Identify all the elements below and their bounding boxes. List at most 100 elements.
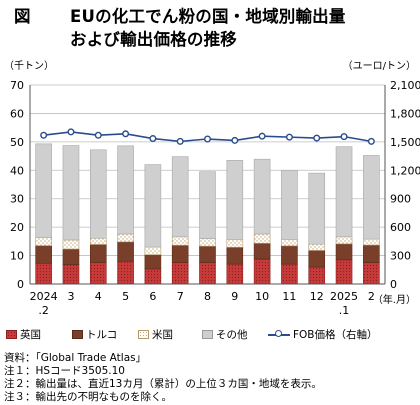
- legend-label-fob: FOB価格（右軸）: [293, 329, 378, 341]
- bar-segment-uk: [335, 259, 353, 285]
- bar-segment-other: [199, 171, 216, 239]
- bar-segment-us: [199, 238, 216, 247]
- legend-swatch-uk: [6, 330, 17, 339]
- bar-segment-other: [363, 155, 380, 240]
- bar-segment-other: [62, 145, 80, 241]
- y2-tick-label: 0: [390, 278, 397, 291]
- bar-segment-us: [62, 239, 80, 250]
- bar-segment-other: [253, 158, 271, 235]
- y-tick-label: 60: [10, 107, 24, 120]
- x-tick-label: 10: [255, 290, 269, 303]
- bar-segment-us: [144, 246, 162, 256]
- bar-segment-other: [117, 145, 134, 235]
- legend-item-other: その他: [202, 327, 248, 342]
- x-tick-label: 7: [177, 290, 184, 303]
- bar-segment-us: [253, 233, 271, 244]
- y2-tick-label: 300: [390, 250, 411, 263]
- x-tick-label: 2025.1: [330, 290, 358, 317]
- y2-tick-label: 1,800: [390, 107, 420, 120]
- bar-segment-uk: [62, 264, 80, 285]
- legend-item-turkey: トルコ: [72, 327, 117, 342]
- y-tick-label: 0: [17, 278, 24, 291]
- legend-label-us: 米国: [152, 329, 173, 341]
- y2-tick-label: 600: [390, 221, 411, 234]
- y-tick-label: 10: [10, 250, 24, 263]
- bar-segment-other: [89, 149, 107, 239]
- bar-segment-uk: [226, 263, 244, 285]
- bar-segment-us: [335, 236, 353, 245]
- bar-segment-turkey: [62, 248, 80, 265]
- x-tick-label: 12: [310, 290, 324, 303]
- bar-segment-us: [308, 243, 326, 251]
- x-tick-label: 2024.2: [30, 290, 58, 317]
- bar-segment-us: [117, 233, 134, 243]
- legend-swatch-other: [202, 330, 213, 339]
- bar-segment-us: [35, 237, 52, 246]
- y-tick-label: 70: [10, 79, 24, 92]
- bar-segment-other: [335, 146, 353, 238]
- bar-segment-other: [226, 160, 244, 240]
- legend-item-fob: FOB価格（右軸）: [268, 327, 378, 342]
- note-1: 注１：HSコード3505.10: [4, 365, 125, 377]
- fob-price-point: [231, 136, 239, 144]
- y-tick-label: 50: [10, 136, 24, 149]
- fob-price-point: [340, 133, 348, 141]
- x-tick-label: 3: [67, 290, 74, 303]
- fob-price-point: [122, 130, 130, 138]
- x-tick-label: 2: [368, 290, 375, 303]
- x-tick-label: 8: [204, 290, 211, 303]
- fob-price-point: [285, 133, 293, 141]
- bar-segment-uk: [171, 262, 189, 285]
- bar-segment-uk: [363, 262, 380, 285]
- bar-segment-uk: [35, 262, 52, 285]
- legend-swatch-us: [138, 330, 149, 339]
- bar-segment-us: [89, 237, 107, 245]
- x-tick-label: 4: [95, 290, 102, 303]
- legend-label-other: その他: [216, 329, 248, 341]
- bar-segment-other: [35, 143, 52, 238]
- x-tick-label: 6: [149, 290, 156, 303]
- bar-segment-us: [281, 239, 298, 247]
- bar-segment-turkey: [363, 244, 380, 263]
- x-tick-label: 5: [122, 290, 129, 303]
- fob-price-point: [176, 137, 184, 145]
- bar-segment-other: [281, 169, 298, 240]
- bar-segment-turkey: [171, 245, 189, 263]
- bar-segment-uk: [89, 262, 107, 285]
- fob-price-point: [313, 134, 321, 142]
- bar-segment-turkey: [226, 247, 244, 265]
- bar-segment-uk: [308, 266, 326, 285]
- bar-segment-uk: [253, 258, 271, 285]
- bar-segment-uk: [281, 263, 298, 285]
- source-note: 資料：「Global Trade Atlas」: [4, 352, 147, 364]
- y2-axis-unit: （ユーロ/トン）: [343, 60, 416, 72]
- bar-segment-turkey: [117, 241, 134, 262]
- y2-tick-label: 1,200: [390, 164, 420, 177]
- fob-price-point: [203, 135, 211, 143]
- chart-title-line1: EUの化工でん粉の国・地域別輸出量: [70, 7, 346, 26]
- fob-price-point: [149, 135, 157, 143]
- y-axis-unit: （千トン）: [4, 60, 54, 72]
- bar-segment-other: [171, 156, 189, 238]
- fob-price-point: [67, 128, 75, 136]
- fob-price-point: [258, 132, 266, 140]
- bar-segment-turkey: [89, 244, 107, 263]
- chart-area: 0 10 20 30 40 50 60 70 0 300 600 900 1,200 1,500 1,800…: [4, 60, 420, 317]
- y2-tick-label: 1,500: [390, 136, 420, 149]
- fob-price-point: [94, 131, 102, 139]
- legend-swatch-turkey: [72, 330, 83, 339]
- bar-segment-other: [144, 164, 162, 248]
- chart-title-line2: および輸出価格の推移: [70, 30, 237, 49]
- legend-label-turkey: トルコ: [86, 329, 118, 341]
- fob-price-point: [40, 131, 48, 139]
- y-tick-label: 40: [10, 164, 24, 177]
- bar-segment-us: [171, 236, 189, 246]
- bar-segment-turkey: [199, 245, 216, 263]
- x-axis-unit: （年.月）: [373, 293, 416, 306]
- bar-segment-other: [308, 172, 326, 245]
- legend-item-us: 米国: [138, 327, 173, 342]
- legend: 英国 トルコ 米国 その他 FOB価格（右軸）: [6, 327, 414, 345]
- legend-item-uk: 英国: [6, 327, 41, 342]
- fob-price-point: [367, 137, 375, 145]
